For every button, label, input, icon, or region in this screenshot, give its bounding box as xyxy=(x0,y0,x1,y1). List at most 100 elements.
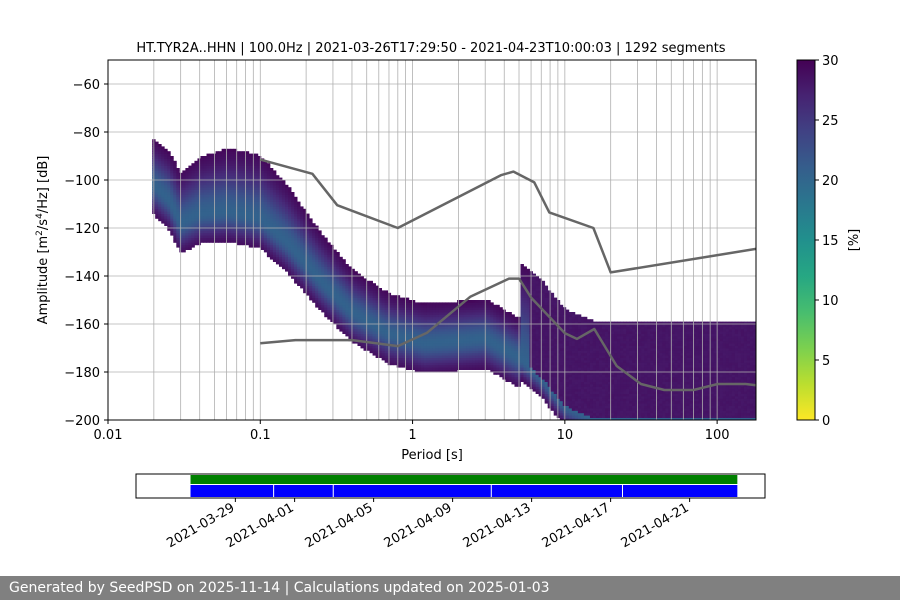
heatmap-cell xyxy=(254,218,259,222)
heatmap-cell xyxy=(182,218,186,222)
heatmap-cell xyxy=(242,235,247,238)
heatmap-cell xyxy=(484,319,488,322)
heatmap-cell xyxy=(544,292,549,296)
heatmap-cell xyxy=(239,156,244,159)
heatmap-cell xyxy=(321,288,325,291)
heatmap-cell xyxy=(221,208,226,212)
heatmap-cell xyxy=(321,304,325,308)
heatmap-cell xyxy=(511,357,515,361)
heatmap-cell xyxy=(194,199,198,202)
heatmap-cell xyxy=(275,240,280,243)
heatmap-cell xyxy=(442,331,446,334)
heatmap-cell xyxy=(399,324,404,327)
heatmap-cell xyxy=(469,340,473,344)
heatmap-cell xyxy=(559,331,564,334)
heatmap-cell xyxy=(457,340,461,344)
heatmap-cell xyxy=(218,165,223,169)
heatmap-cell xyxy=(532,304,536,308)
heatmap-cell xyxy=(321,292,325,296)
heatmap-cell xyxy=(257,180,262,183)
heatmap-cell xyxy=(191,194,195,198)
heatmap-cell xyxy=(478,340,482,344)
heatmap-cell xyxy=(460,314,464,318)
heatmap-cell xyxy=(363,314,367,318)
heatmap-cell xyxy=(478,302,482,306)
heatmap-cell xyxy=(393,333,398,337)
heatmap-cell xyxy=(577,328,582,332)
heatmap-cell xyxy=(312,290,316,294)
heatmap-cell xyxy=(454,302,458,306)
heatmap-cell xyxy=(532,340,536,344)
heatmap-cell xyxy=(402,304,407,308)
heatmap-cell xyxy=(393,357,398,361)
heatmap-cell xyxy=(565,369,570,373)
heatmap-cell xyxy=(294,278,298,282)
heatmap-cell xyxy=(532,297,536,301)
heatmap-cell xyxy=(393,328,398,332)
heatmap-cell xyxy=(541,396,546,399)
heatmap-cell xyxy=(420,314,425,318)
heatmap-cell xyxy=(348,331,352,334)
heatmap-cell xyxy=(547,292,552,296)
heatmap-cell xyxy=(553,376,558,380)
heatmap-cell xyxy=(469,314,473,318)
heatmap-cell xyxy=(553,374,558,378)
heatmap-cell xyxy=(236,196,241,200)
heatmap-cell xyxy=(393,336,398,339)
heatmap-cell xyxy=(574,331,579,334)
heatmap-cell xyxy=(514,352,518,356)
heatmap-cell xyxy=(577,405,582,409)
heatmap-cell xyxy=(206,168,210,171)
heatmap-cell xyxy=(526,350,530,354)
heatmap-cell xyxy=(556,369,561,373)
heatmap-cell xyxy=(469,316,473,320)
heatmap-cell xyxy=(248,158,253,162)
heatmap-cell xyxy=(571,348,576,351)
heatmap-cell xyxy=(239,225,244,229)
heatmap-cell xyxy=(209,225,213,229)
heatmap-cell xyxy=(285,264,289,267)
heatmap-cell xyxy=(550,405,555,409)
heatmap-cell xyxy=(191,237,195,241)
heatmap-cell xyxy=(544,319,549,322)
heatmap-cell xyxy=(197,232,201,236)
heatmap-cell xyxy=(487,328,491,332)
heatmap-cell xyxy=(493,319,497,322)
heatmap-cell xyxy=(520,321,524,325)
heatmap-cell xyxy=(312,249,316,253)
heatmap-cell xyxy=(547,393,552,397)
heatmap-cell xyxy=(574,357,579,361)
heatmap-cell xyxy=(230,204,235,207)
heatmap-cell xyxy=(209,196,213,200)
heatmap-cell xyxy=(520,290,524,294)
heatmap-cell xyxy=(203,240,207,243)
heatmap-cell xyxy=(550,355,555,358)
heatmap-cell xyxy=(574,396,579,399)
heatmap-cell xyxy=(526,283,530,286)
heatmap-cell xyxy=(423,316,428,320)
heatmap-cell xyxy=(333,304,337,308)
heatmap-cell xyxy=(269,180,274,183)
heatmap-cell xyxy=(457,360,461,363)
heatmap-cell xyxy=(526,319,530,322)
heatmap-cell xyxy=(535,348,540,351)
heatmap-cell xyxy=(384,348,389,351)
heatmap-cell xyxy=(463,338,467,342)
heatmap-cell xyxy=(438,321,443,325)
heatmap-cell xyxy=(281,192,286,195)
heatmap-cell xyxy=(550,372,555,375)
heatmap-cell xyxy=(354,316,358,320)
heatmap-cell xyxy=(200,223,204,226)
heatmap-cell xyxy=(390,316,395,320)
heatmap-cell xyxy=(580,355,585,358)
heatmap-cell xyxy=(360,297,364,301)
heatmap-cell xyxy=(185,182,189,186)
heatmap-cell xyxy=(378,307,383,310)
heatmap-cell xyxy=(541,283,546,286)
heatmap-cell xyxy=(481,348,485,351)
heatmap-cell xyxy=(342,307,346,310)
heatmap-cell xyxy=(574,374,579,378)
heatmap-cell xyxy=(445,348,449,351)
heatmap-cell xyxy=(547,309,552,313)
heatmap-cell xyxy=(227,184,232,188)
